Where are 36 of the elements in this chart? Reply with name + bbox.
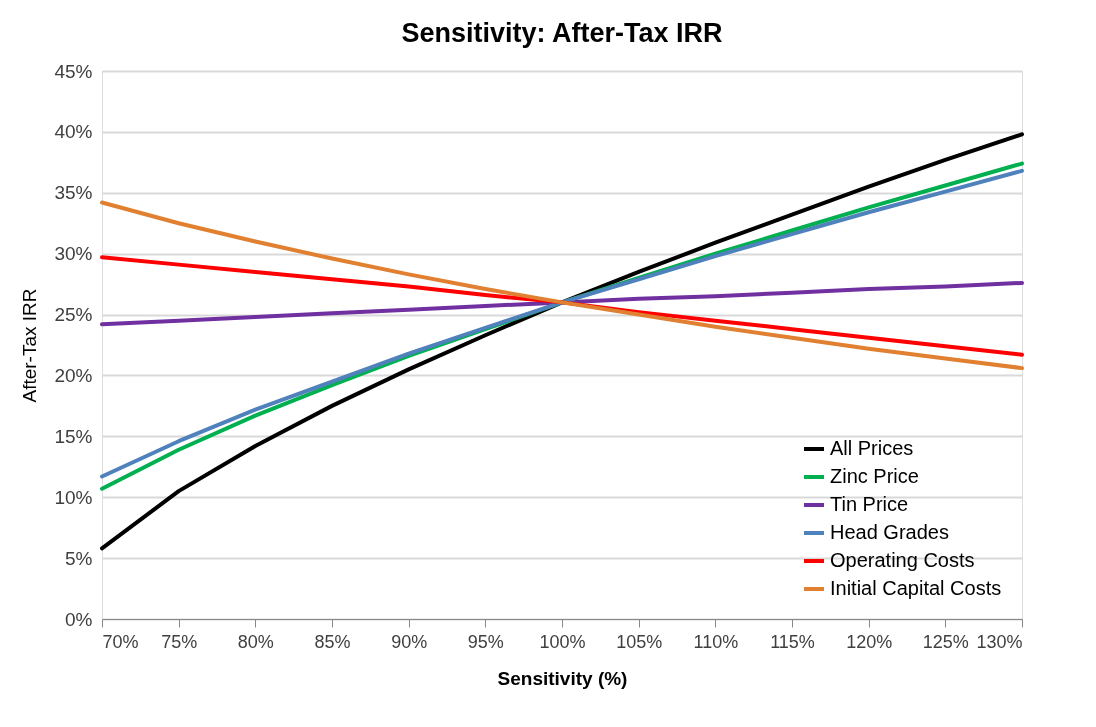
y-tick-label: 10%	[54, 486, 93, 508]
x-tick-label: 95%	[467, 631, 504, 652]
legend-label: Operating Costs	[830, 549, 975, 571]
line-series	[100, 132, 1024, 551]
x-tick-label: 70%	[102, 631, 139, 652]
x-tick-label: 75%	[161, 631, 198, 652]
x-tick-label: 105%	[616, 631, 663, 652]
y-tick-label: 15%	[54, 425, 93, 447]
x-tick-label: 110%	[693, 631, 739, 652]
line-series	[100, 255, 1024, 357]
y-tick-label: 30%	[54, 243, 93, 265]
x-tick-label: 115%	[770, 631, 815, 652]
x-tick-label: 90%	[391, 631, 428, 652]
y-tick-label: 35%	[54, 182, 93, 204]
x-tick-label: 125%	[922, 631, 969, 652]
y-tick-label: 40%	[54, 121, 93, 143]
y-tick-label: 0%	[65, 608, 93, 630]
x-axis-title: Sensitivity (%)	[497, 667, 628, 689]
legend-label: Initial Capital Costs	[830, 577, 1002, 599]
x-tick-label: 100%	[539, 631, 586, 652]
legend-label: Zinc Price	[830, 465, 919, 487]
y-tick-label: 5%	[65, 547, 93, 569]
y-axis-title: After-Tax IRR	[19, 288, 41, 403]
x-tick-label: 130%	[976, 631, 1023, 652]
legend-label: All Prices	[830, 437, 914, 459]
legend-label: Tin Price	[830, 493, 909, 515]
x-tick-label: 120%	[846, 631, 893, 652]
y-tick-label: 45%	[54, 60, 93, 82]
x-tick-label: 80%	[237, 631, 274, 652]
x-tick-label: 85%	[314, 631, 351, 652]
y-tick-label: 20%	[54, 364, 93, 386]
line-series	[100, 200, 1024, 371]
line-series	[100, 280, 1024, 327]
legend-label: Head Grades	[830, 521, 949, 543]
chart-title: Sensitivity: After-Tax IRR	[401, 18, 723, 48]
y-tick-label: 25%	[54, 304, 93, 326]
